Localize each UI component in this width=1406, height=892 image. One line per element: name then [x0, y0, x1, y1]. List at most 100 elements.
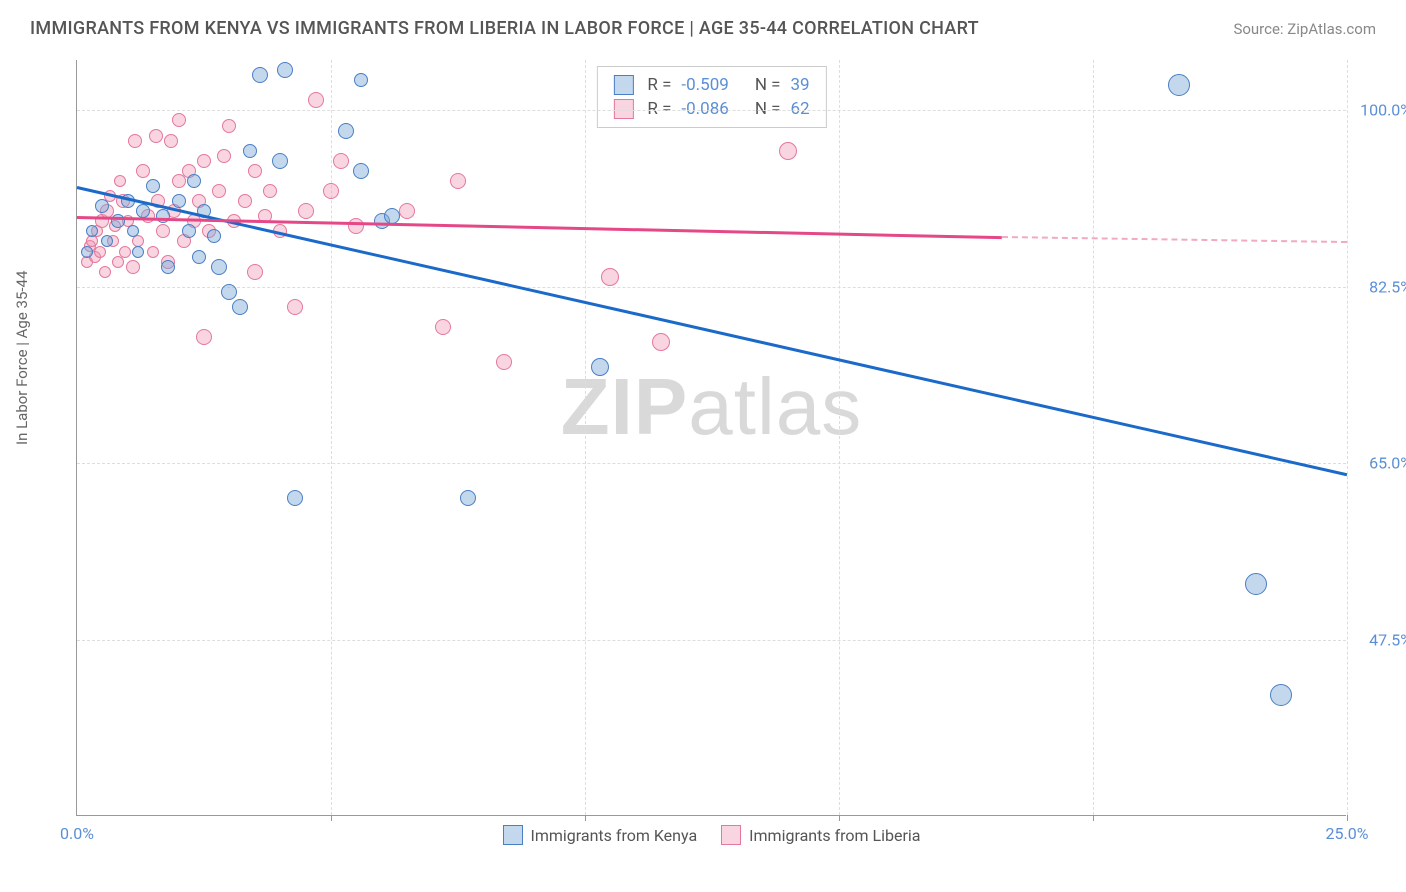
data-point [277, 62, 293, 78]
data-point [601, 268, 619, 286]
data-point [348, 218, 364, 234]
data-point [182, 224, 196, 238]
data-point [217, 149, 231, 163]
data-point [128, 134, 142, 148]
legend-item: Immigrants from Kenya [502, 825, 697, 845]
data-point [252, 67, 268, 83]
data-point [287, 299, 303, 315]
stats-row: R =-0.509N =39 [613, 73, 809, 97]
data-point [354, 73, 368, 87]
data-point [243, 144, 257, 158]
data-point [247, 264, 263, 280]
y-tick-label: 65.0% [1369, 454, 1406, 473]
data-point [353, 163, 369, 179]
chart-title: IMMIGRANTS FROM KENYA VS IMMIGRANTS FROM… [30, 18, 979, 39]
data-point [298, 203, 314, 219]
gridline-vertical [331, 60, 332, 815]
data-point [187, 174, 201, 188]
data-point [211, 259, 227, 275]
data-point [136, 164, 150, 178]
x-tick-label: 0.0% [60, 824, 94, 843]
legend-label: Immigrants from Liberia [749, 826, 920, 845]
data-point [136, 204, 150, 218]
stats-row: R =-0.086N =62 [613, 97, 809, 121]
data-point [95, 199, 109, 213]
data-point [399, 203, 415, 219]
gridline-horizontal [77, 463, 1346, 464]
data-point [238, 194, 252, 208]
legend-item: Immigrants from Liberia [721, 825, 920, 845]
gridline-horizontal [77, 640, 1346, 641]
data-point [156, 224, 170, 238]
data-point [86, 225, 98, 237]
data-point [591, 358, 609, 376]
data-point [164, 134, 178, 148]
data-point [460, 490, 476, 506]
chart-header: IMMIGRANTS FROM KENYA VS IMMIGRANTS FROM… [0, 0, 1406, 49]
gridline-vertical [1347, 60, 1348, 815]
data-point [99, 266, 111, 278]
data-point [652, 333, 670, 351]
data-point [127, 225, 139, 237]
y-tick-label: 82.5% [1369, 277, 1406, 296]
series-legend: Immigrants from Kenya Immigrants from Lib… [502, 825, 920, 845]
data-point [212, 184, 226, 198]
data-point [172, 194, 186, 208]
data-point [101, 235, 113, 247]
x-tick-mark [331, 815, 332, 821]
legend-swatch [613, 99, 633, 119]
data-point [222, 119, 236, 133]
data-point [272, 153, 288, 169]
gridline-horizontal [77, 110, 1346, 111]
y-tick-label: 47.5% [1369, 630, 1406, 649]
data-point [112, 256, 124, 268]
data-point [81, 246, 93, 258]
legend-swatch [721, 825, 741, 845]
data-point [450, 173, 466, 189]
x-tick-mark [585, 815, 586, 821]
data-point [126, 260, 140, 274]
data-point [248, 164, 262, 178]
data-point [1245, 573, 1267, 595]
data-point [196, 329, 212, 345]
x-tick-mark [839, 815, 840, 821]
data-point [161, 260, 175, 274]
legend-swatch [613, 75, 633, 95]
data-point [149, 129, 163, 143]
data-point [263, 184, 277, 198]
data-point [779, 142, 797, 160]
watermark: ZIPatlas [561, 361, 862, 453]
data-point [333, 153, 349, 169]
y-tick-label: 100.0% [1360, 101, 1406, 120]
data-point [94, 246, 106, 258]
regression-line [1002, 236, 1347, 243]
data-point [172, 113, 186, 127]
data-point [338, 123, 354, 139]
legend-swatch [502, 825, 522, 845]
plot-area: ZIPatlas R =-0.509N =39R =-0.086N =62 Im… [76, 60, 1346, 816]
data-point [1168, 74, 1190, 96]
data-point [323, 183, 339, 199]
source-attribution: Source: ZipAtlas.com [1233, 20, 1376, 38]
data-point [146, 179, 160, 193]
data-point [207, 229, 221, 243]
data-point [435, 319, 451, 335]
data-point [132, 246, 144, 258]
data-point [119, 246, 131, 258]
data-point [308, 92, 324, 108]
gridline-vertical [839, 60, 840, 815]
x-tick-mark [1347, 815, 1348, 821]
data-point [114, 175, 126, 187]
legend-label: Immigrants from Kenya [530, 826, 697, 845]
data-point [1270, 684, 1292, 706]
data-point [192, 250, 206, 264]
stats-legend: R =-0.509N =39R =-0.086N =62 [596, 66, 826, 128]
correlation-chart: In Labor Force | Age 35-44 ZIPatlas R =-… [30, 56, 1380, 856]
gridline-vertical [1093, 60, 1094, 815]
data-point [221, 284, 237, 300]
data-point [496, 354, 512, 370]
data-point [232, 299, 248, 315]
y-axis-label: In Labor Force | Age 35-44 [13, 271, 31, 445]
x-tick-mark [1093, 815, 1094, 821]
data-point [156, 209, 170, 223]
